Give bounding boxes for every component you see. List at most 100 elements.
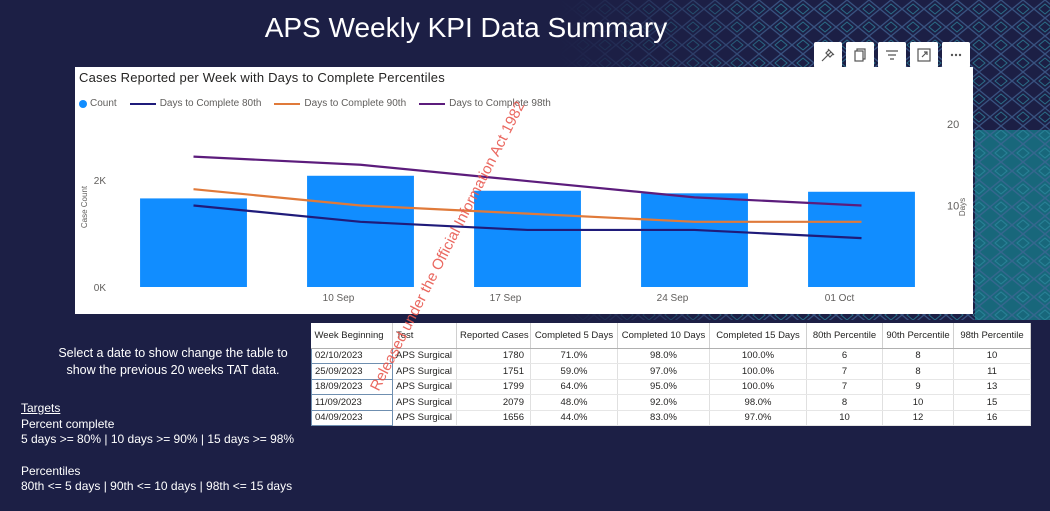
table-cell: 13 bbox=[953, 379, 1031, 395]
x-tick-label: 10 Sep bbox=[323, 293, 355, 304]
series-line-2 bbox=[193, 155, 862, 207]
table-cell: 6 bbox=[806, 348, 883, 364]
table-cell: 92.0% bbox=[617, 394, 710, 411]
table-cell: 100.0% bbox=[709, 348, 807, 364]
column-header[interactable]: 80th Percentile bbox=[806, 323, 883, 349]
table-cell: 8 bbox=[882, 348, 954, 364]
instruction-text: Select a date to show change the table t… bbox=[38, 345, 308, 379]
y-right-axis-title: Days bbox=[958, 198, 967, 216]
week-beginning-cell[interactable]: 04/09/2023 bbox=[311, 409, 393, 426]
percent-complete-values: 5 days >= 80% | 10 days >= 90% | 15 days… bbox=[21, 432, 295, 446]
kpi-table[interactable]: Week Beginning Test Reported Cases Complete… bbox=[311, 323, 1031, 426]
table-cell: 7 bbox=[806, 379, 883, 395]
copy-visual-button[interactable] bbox=[846, 42, 874, 68]
legend-marker-count bbox=[79, 99, 87, 108]
table-cell: 59.0% bbox=[530, 363, 618, 380]
percent-complete-label: Percent complete bbox=[21, 416, 115, 431]
table-cell: APS Surgical bbox=[392, 348, 457, 364]
copy-visual-icon bbox=[854, 48, 866, 62]
table-cell: 10 bbox=[953, 348, 1031, 364]
week-beginning-cell[interactable]: 11/09/2023 bbox=[311, 394, 393, 411]
bar-02/10/2023[interactable] bbox=[808, 191, 915, 287]
bar-25/09/2023[interactable] bbox=[641, 193, 748, 287]
series-line-1 bbox=[193, 188, 862, 223]
table-row[interactable]: 18/09/2023 APS Surgical 1799 64.0% 95.0% 100.… bbox=[311, 378, 1031, 395]
table-cell: 12 bbox=[882, 410, 954, 426]
chart-card[interactable]: Cases Reported per Week with Days to Com… bbox=[75, 67, 973, 314]
table-body: 02/10/2023 APS Surgical 1780 71.0% 98.0% 100.… bbox=[311, 347, 1031, 426]
table-cell: 1656 bbox=[456, 410, 531, 426]
column-header[interactable]: 98th Percentile bbox=[953, 323, 1031, 349]
focus-mode-icon bbox=[917, 48, 931, 62]
table-cell: 48.0% bbox=[530, 394, 618, 411]
table-cell: 1751 bbox=[456, 363, 531, 380]
legend-marker-90th bbox=[274, 102, 301, 105]
table-row[interactable]: 25/09/2023 APS Surgical 1751 59.0% 97.0% 100.… bbox=[311, 363, 1031, 380]
table-cell: 10 bbox=[806, 410, 883, 426]
table-cell: 71.0% bbox=[530, 348, 618, 364]
legend-item-98th[interactable]: Days to Complete 98th bbox=[419, 98, 551, 109]
table-cell: APS Surgical bbox=[392, 363, 457, 380]
table-header-row: Week Beginning Test Reported Cases Complete… bbox=[311, 323, 1031, 349]
series-line-0 bbox=[193, 204, 862, 240]
column-header[interactable]: Reported Cases bbox=[456, 323, 531, 349]
table-cell: 8 bbox=[806, 394, 883, 411]
visual-toolbar bbox=[814, 42, 970, 68]
legend-item-count[interactable]: Count bbox=[79, 98, 117, 109]
table-cell: 10 bbox=[882, 394, 954, 411]
targets-heading: Targets bbox=[21, 401, 61, 415]
legend-label-90th: Days to Complete 90th bbox=[304, 98, 407, 109]
column-header[interactable]: Completed 15 Days bbox=[709, 323, 807, 349]
more-options-icon bbox=[950, 53, 962, 57]
page-title: APS Weekly KPI Data Summary bbox=[264, 12, 668, 43]
table-cell: 1780 bbox=[456, 348, 531, 364]
chart-title: Cases Reported per Week with Days to Com… bbox=[79, 70, 445, 85]
table-cell: 8 bbox=[882, 363, 954, 380]
more-options-button[interactable] bbox=[942, 42, 970, 68]
column-header[interactable]: Completed 10 Days bbox=[617, 323, 710, 349]
filter-button[interactable] bbox=[878, 42, 906, 68]
pin-button[interactable] bbox=[814, 42, 842, 68]
table-cell: 83.0% bbox=[617, 410, 710, 426]
column-header[interactable]: 90th Percentile bbox=[882, 323, 954, 349]
percentiles-label: Percentiles bbox=[21, 463, 81, 478]
table-cell: 11 bbox=[953, 363, 1031, 380]
chart-legend: Count Days to Complete 80th Days to Comp… bbox=[79, 98, 564, 109]
bar-04/09/2023[interactable] bbox=[140, 198, 247, 287]
table-cell: 97.0% bbox=[617, 363, 710, 380]
table-cell: APS Surgical bbox=[392, 410, 457, 426]
table-cell: 98.0% bbox=[709, 394, 807, 411]
x-tick-label: 24 Sep bbox=[657, 293, 689, 304]
column-header[interactable]: Test bbox=[392, 323, 457, 349]
bar-18/09/2023[interactable] bbox=[474, 190, 581, 287]
table-row[interactable]: 04/09/2023 APS Surgical 1656 44.0% 83.0% 97.0… bbox=[311, 409, 1031, 426]
table-cell: 16 bbox=[953, 410, 1031, 426]
table-cell: 7 bbox=[806, 363, 883, 380]
focus-mode-button[interactable] bbox=[910, 42, 938, 68]
legend-marker-98th bbox=[419, 102, 446, 105]
table-cell: 95.0% bbox=[617, 379, 710, 395]
table-cell: 9 bbox=[882, 379, 954, 395]
column-header[interactable]: Week Beginning bbox=[311, 323, 393, 349]
chart-plot[interactable]: 10 Sep 17 Sep 24 Sep 01 Oct 0K 2K 10 20 Case Cou… bbox=[75, 67, 973, 314]
legend-label-count: Count bbox=[90, 98, 117, 109]
table-cell: 44.0% bbox=[530, 410, 618, 426]
x-tick-label: 17 Sep bbox=[490, 293, 522, 304]
percentiles-values: 80th <= 5 days | 90th <= 10 days | 98th … bbox=[21, 479, 293, 493]
table-cell: 15 bbox=[953, 394, 1031, 411]
y-right-tick-label: 20 bbox=[947, 119, 959, 131]
instruction-line-1: Select a date to show change the table t… bbox=[58, 346, 288, 360]
table-cell: 98.0% bbox=[617, 348, 710, 364]
pin-icon bbox=[821, 48, 835, 62]
table-cell: APS Surgical bbox=[392, 394, 457, 411]
table-cell: APS Surgical bbox=[392, 379, 457, 395]
bar-11/09/2023[interactable] bbox=[307, 175, 414, 287]
legend-item-80th[interactable]: Days to Complete 80th bbox=[129, 98, 262, 109]
legend-label-80th: Days to Complete 80th bbox=[159, 98, 262, 109]
table-row[interactable]: 02/10/2023 APS Surgical 1780 71.0% 98.0% 100.… bbox=[311, 347, 1031, 364]
y-left-axis-title: Case Count bbox=[80, 185, 89, 228]
table-row[interactable]: 11/09/2023 APS Surgical 2079 48.0% 92.0% 98.0… bbox=[311, 394, 1031, 411]
table-cell: 100.0% bbox=[709, 363, 807, 380]
column-header[interactable]: Completed 5 Days bbox=[530, 323, 618, 349]
legend-item-90th[interactable]: Days to Complete 90th bbox=[274, 98, 406, 109]
